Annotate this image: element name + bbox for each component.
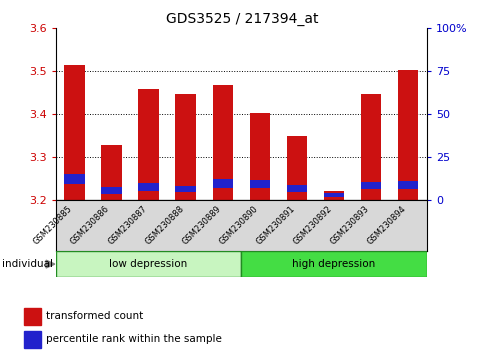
Text: percentile rank within the sample: percentile rank within the sample (45, 335, 221, 344)
Bar (212, 179, 232, 188)
Text: GSM230890: GSM230890 (217, 204, 259, 246)
Bar (138, 89, 158, 200)
Bar (212, 85, 232, 200)
Text: GDS3525 / 217394_at: GDS3525 / 217394_at (166, 12, 318, 27)
Bar (101, 145, 121, 200)
Text: GSM230894: GSM230894 (365, 204, 408, 246)
Bar (175, 186, 196, 192)
Polygon shape (46, 260, 55, 268)
Bar (56, 251, 241, 277)
Text: low depression: low depression (109, 259, 187, 269)
Bar (286, 137, 306, 200)
Text: GSM230892: GSM230892 (291, 204, 333, 246)
Text: individual: individual (2, 259, 53, 269)
Text: GSM230893: GSM230893 (328, 204, 370, 246)
Text: GSM230888: GSM230888 (143, 204, 185, 246)
Text: GSM230887: GSM230887 (106, 204, 148, 246)
Bar (24, 331, 41, 348)
Bar (323, 193, 344, 196)
Bar (138, 183, 158, 190)
Bar (64, 65, 84, 200)
Bar (249, 113, 270, 200)
Bar (241, 251, 426, 277)
Bar (397, 181, 418, 189)
Bar (397, 70, 418, 200)
Bar (360, 94, 380, 200)
Bar (360, 182, 380, 189)
Bar (286, 185, 306, 192)
Bar (24, 308, 41, 325)
Text: high depression: high depression (292, 259, 375, 269)
Text: GSM230886: GSM230886 (69, 204, 111, 246)
Bar (249, 180, 270, 188)
Bar (64, 174, 84, 184)
Text: GSM230885: GSM230885 (32, 204, 74, 246)
Text: transformed count: transformed count (45, 312, 143, 321)
Text: GSM230889: GSM230889 (180, 204, 222, 246)
Bar (101, 187, 121, 194)
Text: GSM230891: GSM230891 (254, 204, 296, 246)
Bar (323, 190, 344, 200)
Bar (175, 94, 196, 200)
